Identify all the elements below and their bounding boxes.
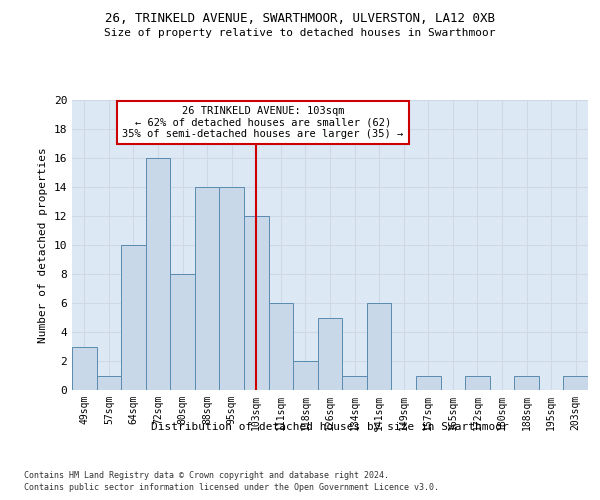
- Bar: [195, 187, 220, 390]
- Bar: [220, 187, 244, 390]
- Text: Distribution of detached houses by size in Swarthmoor: Distribution of detached houses by size …: [151, 422, 509, 432]
- Bar: [318, 318, 342, 390]
- Bar: [244, 216, 269, 390]
- Y-axis label: Number of detached properties: Number of detached properties: [38, 147, 48, 343]
- Text: Contains HM Land Registry data © Crown copyright and database right 2024.: Contains HM Land Registry data © Crown c…: [24, 471, 389, 480]
- Bar: [146, 158, 170, 390]
- Bar: [416, 376, 440, 390]
- Bar: [563, 376, 588, 390]
- Bar: [367, 303, 391, 390]
- Text: Contains public sector information licensed under the Open Government Licence v3: Contains public sector information licen…: [24, 484, 439, 492]
- Bar: [342, 376, 367, 390]
- Bar: [514, 376, 539, 390]
- Bar: [121, 245, 146, 390]
- Text: 26, TRINKELD AVENUE, SWARTHMOOR, ULVERSTON, LA12 0XB: 26, TRINKELD AVENUE, SWARTHMOOR, ULVERST…: [105, 12, 495, 26]
- Bar: [465, 376, 490, 390]
- Bar: [269, 303, 293, 390]
- Bar: [72, 346, 97, 390]
- Text: Size of property relative to detached houses in Swarthmoor: Size of property relative to detached ho…: [104, 28, 496, 38]
- Bar: [97, 376, 121, 390]
- Bar: [170, 274, 195, 390]
- Text: 26 TRINKELD AVENUE: 103sqm
← 62% of detached houses are smaller (62)
35% of semi: 26 TRINKELD AVENUE: 103sqm ← 62% of deta…: [122, 106, 404, 139]
- Bar: [293, 361, 318, 390]
